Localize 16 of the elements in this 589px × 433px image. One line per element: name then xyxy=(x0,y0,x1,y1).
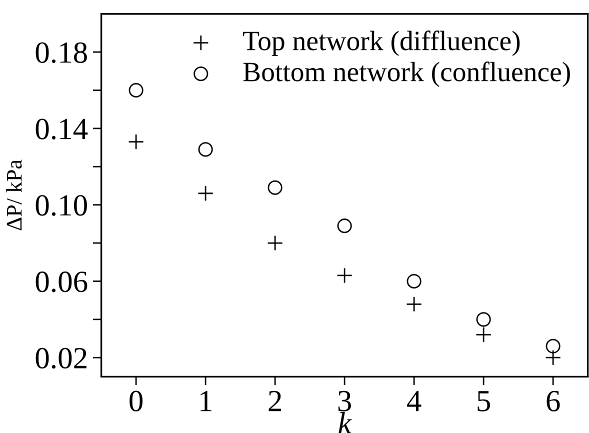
y-tick-label: 0.18 xyxy=(36,42,87,64)
x-tick-label: 1 xyxy=(200,390,212,412)
x-tick-label: 5 xyxy=(478,391,490,412)
y-tick-label: 0.14 xyxy=(36,118,88,140)
x-tick-label: 4 xyxy=(407,390,422,412)
x-tick-label: 6 xyxy=(546,390,560,412)
x-tick-label: 0 xyxy=(130,390,143,412)
y-axis-title: ΔP/ kPa xyxy=(6,160,22,230)
legend-label: Bottom network (confluence) xyxy=(243,62,570,88)
x-axis-title: k xyxy=(338,412,352,433)
x-tick-label: 3 xyxy=(338,390,352,412)
y-tick-label: 0.06 xyxy=(36,272,88,292)
y-tick-label: 0.10 xyxy=(36,195,87,216)
x-tick-label: 2 xyxy=(268,390,282,412)
y-tick-label: 0.02 xyxy=(36,348,86,369)
legend-label: Top network (diffluence) xyxy=(243,30,520,56)
